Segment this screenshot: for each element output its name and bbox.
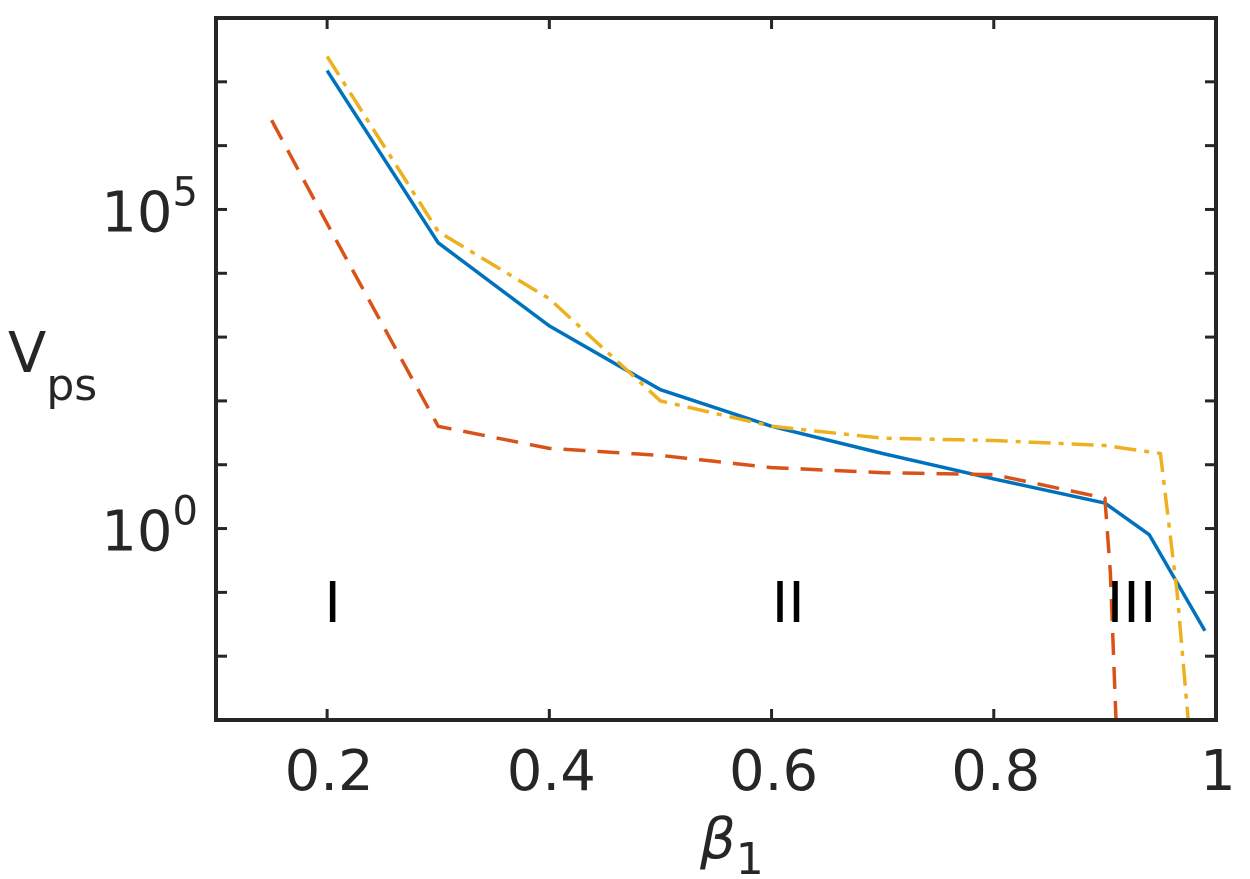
y-axis-label: Vps xyxy=(8,321,97,411)
y-tick-label-1: 100 xyxy=(101,489,198,565)
x-tick-label-4: 0.8 xyxy=(951,739,1040,804)
region-label-3: III xyxy=(1107,571,1157,636)
series-line-2 xyxy=(270,119,1118,720)
x-tick-label-5: 1 xyxy=(1200,739,1236,804)
x-tick-label-2: 0.4 xyxy=(507,739,596,804)
y-axis-label-main: V xyxy=(8,321,46,386)
x-axis-label: β1 xyxy=(699,807,764,879)
ticks xyxy=(216,16,1218,722)
x-tick-label-1: 0.2 xyxy=(285,739,374,804)
plot-frame xyxy=(214,16,1218,722)
tick-labels: 0.2 0.4 0.6 0.8 1 100 105 xyxy=(101,169,1236,804)
x-tick-label-3: 0.6 xyxy=(729,739,818,804)
y-tick-label-2: 105 xyxy=(101,169,198,245)
series-line-1 xyxy=(325,69,1207,632)
x-axis-label-sub: 1 xyxy=(736,834,764,879)
plot-lines xyxy=(270,55,1207,720)
region-label-1: I xyxy=(324,571,341,636)
x-axis-label-main: β xyxy=(699,807,736,872)
annotations: I II III xyxy=(324,571,1156,636)
y-axis-label-sub: ps xyxy=(46,360,97,411)
region-label-2: II xyxy=(772,571,805,636)
series-line-3 xyxy=(325,55,1190,720)
